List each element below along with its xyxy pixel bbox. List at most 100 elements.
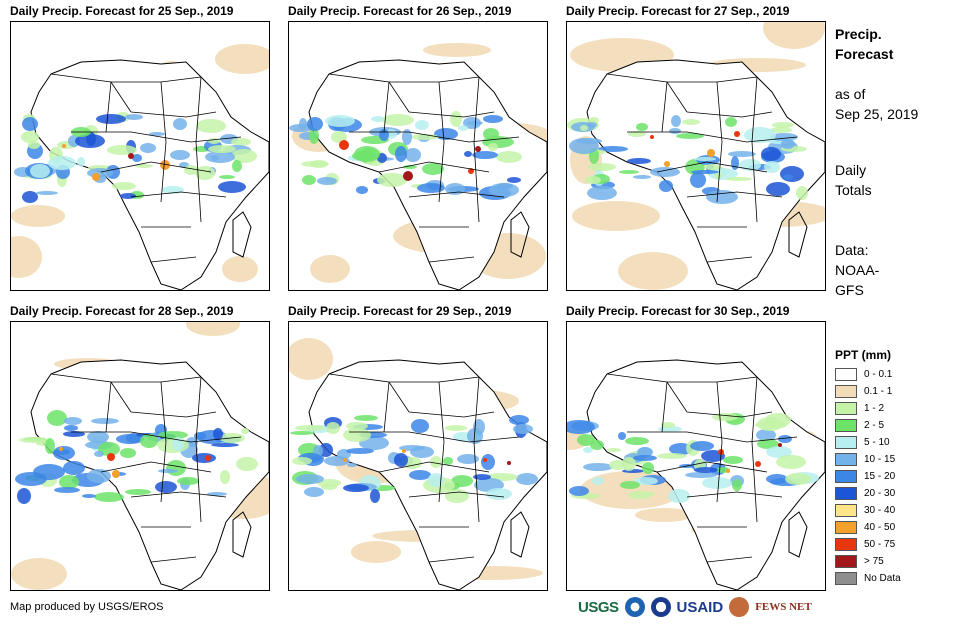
rain-cell: [241, 428, 249, 434]
rain-cell: [331, 131, 347, 143]
africa-outline: [30, 359, 269, 590]
country-border: [130, 191, 227, 198]
heavy-rain-cell: [707, 149, 715, 157]
country-border: [71, 131, 242, 143]
rain-cell: [778, 435, 792, 443]
rain-cell: [516, 473, 538, 485]
rain-cell: [125, 489, 151, 495]
rain-cell: [706, 190, 738, 204]
rain-cell: [694, 467, 718, 473]
rain-cell: [583, 447, 593, 453]
rain-cell: [625, 437, 649, 445]
rain-cell: [411, 419, 429, 433]
rain-cell: [457, 454, 479, 464]
sidebar-data-source: Data: NOAA- GFS: [835, 240, 879, 300]
rain-cell: [472, 151, 498, 159]
country-border: [661, 81, 668, 133]
legend-label: 1 - 2: [864, 403, 885, 414]
africa-precip-map: [566, 321, 826, 591]
madagascar-outline: [510, 211, 530, 258]
light-rain-patch: [186, 322, 240, 336]
legend-item: 40 - 50: [835, 519, 901, 536]
rain-cell: [91, 418, 119, 424]
legend-swatch: [835, 521, 857, 534]
legend-item: 1 - 2: [835, 400, 901, 417]
africa-precip-map: [288, 21, 548, 291]
rain-cell: [783, 174, 793, 180]
country-border: [706, 256, 753, 263]
country-border: [408, 111, 495, 118]
rain-cell: [207, 492, 227, 496]
rain-cell: [354, 146, 380, 162]
logo-strip: USGS USAID FEWS NET: [578, 596, 812, 618]
rain-cell: [488, 143, 498, 151]
africa-precip-map: [566, 21, 826, 291]
rain-cell: [451, 475, 473, 487]
rain-cell: [669, 128, 681, 134]
country-border: [160, 381, 167, 503]
rain-cell: [194, 432, 206, 440]
rain-cell: [467, 428, 483, 444]
country-border: [428, 556, 475, 563]
rain-cell: [295, 425, 325, 431]
rain-cell: [731, 156, 739, 170]
legend-swatch: [835, 368, 857, 381]
rain-cell: [211, 155, 219, 161]
legend-label: 20 - 30: [864, 488, 896, 499]
country-border: [105, 381, 112, 433]
rain-cell: [213, 428, 223, 440]
rain-cell: [75, 134, 105, 148]
rain-cell: [135, 164, 153, 168]
panel-title: Daily Precip. Forecast for 26 Sep., 2019: [288, 4, 512, 18]
rain-cell: [33, 464, 65, 480]
rain-cell: [483, 128, 499, 140]
rain-cell: [310, 160, 328, 168]
light-rain-patch: [763, 22, 825, 49]
rain-cell: [486, 488, 512, 500]
rain-cell: [766, 474, 788, 484]
rain-cell: [636, 123, 648, 131]
country-border: [716, 381, 723, 503]
rain-cell: [761, 147, 781, 161]
rain-cell: [409, 470, 431, 480]
rain-cell: [637, 447, 653, 457]
rain-cell: [473, 474, 491, 480]
rain-cell: [347, 463, 357, 467]
rain-cell: [659, 180, 673, 192]
country-border: [378, 161, 490, 173]
rain-cell: [569, 486, 589, 496]
rain-cell: [53, 446, 75, 460]
legend-swatch: [835, 453, 857, 466]
light-rain-patch: [618, 252, 688, 290]
rain-cell: [324, 456, 350, 466]
rain-cell: [756, 429, 776, 441]
madagascar-outline: [788, 211, 808, 258]
rain-cell: [30, 164, 50, 178]
rain-cell: [28, 141, 40, 149]
rain-cell: [125, 114, 143, 120]
rain-cell: [158, 469, 178, 473]
country-border: [438, 381, 445, 503]
legend: 0 - 0.1 0.1 - 1 1 - 2 2 - 5 5 - 10 10 - 15 15 …: [835, 366, 901, 587]
country-border: [383, 81, 390, 133]
nasa-seal-icon: [650, 597, 671, 617]
country-border: [130, 411, 217, 418]
heavy-rain-cell: [402, 449, 406, 453]
noaa-logo-icon: [624, 597, 645, 617]
rain-cell: [725, 117, 737, 127]
rain-cell: [63, 431, 85, 437]
rain-cell: [657, 453, 687, 459]
heavy-rain-cell: [755, 461, 761, 467]
rain-cell: [496, 151, 522, 163]
light-rain-patch: [11, 558, 67, 590]
rain-cell: [290, 431, 314, 435]
rain-cell: [588, 163, 616, 171]
heavy-rain-cell: [650, 135, 654, 139]
usgs-logo: USGS: [578, 598, 619, 616]
country-border: [627, 431, 798, 443]
madagascar-outline: [788, 511, 808, 558]
rain-cell: [343, 484, 369, 492]
usaid-logo: USAID: [676, 598, 724, 616]
heavy-rain-cell: [734, 131, 740, 137]
rain-cell: [292, 457, 312, 465]
